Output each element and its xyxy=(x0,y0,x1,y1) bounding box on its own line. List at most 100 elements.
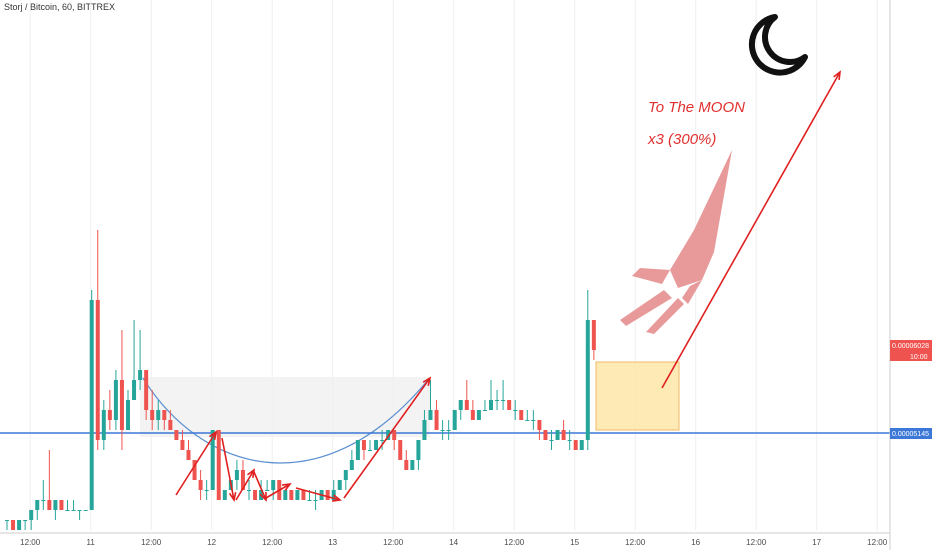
candle-body xyxy=(144,370,149,410)
candle xyxy=(138,330,143,390)
candle xyxy=(65,500,70,511)
candle xyxy=(501,380,506,410)
candle-body xyxy=(162,410,167,420)
x-tick-label: 11 xyxy=(87,538,96,547)
arrow-up-4 xyxy=(343,376,432,499)
candle xyxy=(144,370,149,420)
candle-body xyxy=(95,300,100,440)
candle-body xyxy=(537,420,542,430)
candle xyxy=(283,490,288,500)
trend-arrows xyxy=(175,70,842,503)
candle xyxy=(495,390,500,410)
candle xyxy=(47,450,52,510)
candle-body xyxy=(470,410,475,420)
candle-body xyxy=(543,430,548,440)
candle-body xyxy=(271,480,276,490)
time-axis[interactable]: 12:00 11 12:00 12 12:00 13 12:00 14 12:00 15 12:00… xyxy=(0,532,890,547)
x-tick-label: 13 xyxy=(328,538,337,547)
candle-body xyxy=(17,520,22,530)
candle xyxy=(11,520,16,530)
candle-body xyxy=(59,500,64,510)
arrow-down-1 xyxy=(221,437,237,503)
candle xyxy=(216,430,221,500)
candle-body xyxy=(101,410,106,440)
candle-body xyxy=(119,380,124,430)
last-price-tag: 0.00006028 10:00 xyxy=(890,340,932,361)
candle-body xyxy=(513,410,518,411)
candle-body xyxy=(47,500,52,510)
x-tick-label: 12:00 xyxy=(20,538,41,547)
target-box xyxy=(595,361,680,431)
candle xyxy=(198,470,203,500)
candle-body xyxy=(234,470,239,480)
candle-body xyxy=(410,460,415,470)
candle-body xyxy=(126,400,130,430)
candle xyxy=(89,290,94,510)
candle xyxy=(489,380,493,410)
candle xyxy=(17,520,22,530)
candle-body xyxy=(458,400,463,410)
candle-body xyxy=(428,410,433,420)
candle-body xyxy=(579,440,584,450)
candle xyxy=(392,430,397,450)
candle-body xyxy=(5,520,9,521)
candle-body xyxy=(561,430,566,440)
candle-body xyxy=(440,430,445,431)
candle xyxy=(186,440,191,460)
candle-body xyxy=(174,430,179,440)
price-axis[interactable]: 0.000042000.000044000.000046000.00004800… xyxy=(889,0,932,550)
candle xyxy=(446,420,451,440)
candle xyxy=(101,400,106,450)
last-price-value: 0.00006028 xyxy=(892,343,929,350)
candle xyxy=(428,380,433,420)
candle xyxy=(265,480,270,491)
candle xyxy=(289,490,294,500)
x-tick-label: 12:00 xyxy=(383,538,404,547)
candle-body xyxy=(349,460,354,470)
candle xyxy=(355,440,360,460)
candle xyxy=(71,500,76,511)
candle-body xyxy=(507,400,512,410)
candle xyxy=(555,430,560,440)
x-tick-label: 12:00 xyxy=(625,538,646,547)
candle-body xyxy=(295,490,300,500)
candle xyxy=(156,400,161,430)
candle-body xyxy=(519,410,524,420)
candle xyxy=(398,440,403,460)
grid xyxy=(29,0,878,530)
candle-body xyxy=(247,490,251,491)
candle xyxy=(210,430,215,490)
x-tick-label: 12 xyxy=(207,538,216,547)
candle xyxy=(59,500,64,510)
candle-body xyxy=(482,410,487,411)
candle-body xyxy=(404,460,409,470)
candle xyxy=(192,460,197,480)
candle xyxy=(95,230,100,450)
candle xyxy=(150,390,155,430)
candle xyxy=(204,480,209,500)
candle-body xyxy=(495,400,500,401)
candle xyxy=(416,440,421,470)
candle xyxy=(132,320,137,400)
x-tick-label: 17 xyxy=(812,538,821,547)
candle xyxy=(343,470,348,490)
x-tick-label: 14 xyxy=(449,538,458,547)
candle xyxy=(374,440,379,450)
support-price-value: 0.00005145 xyxy=(892,431,929,438)
candle xyxy=(567,430,572,450)
candle-body xyxy=(289,490,294,500)
candle-body xyxy=(489,400,493,410)
candle xyxy=(585,290,590,450)
candles xyxy=(5,230,596,530)
support-price-tag: 0.00005145 xyxy=(890,428,932,439)
candle xyxy=(458,400,463,420)
candle-body xyxy=(355,440,360,460)
candle xyxy=(519,410,524,420)
candle xyxy=(331,480,336,500)
candle-body xyxy=(186,450,191,460)
candle-body xyxy=(573,440,578,450)
candle-body xyxy=(65,510,70,511)
candle xyxy=(525,410,530,421)
